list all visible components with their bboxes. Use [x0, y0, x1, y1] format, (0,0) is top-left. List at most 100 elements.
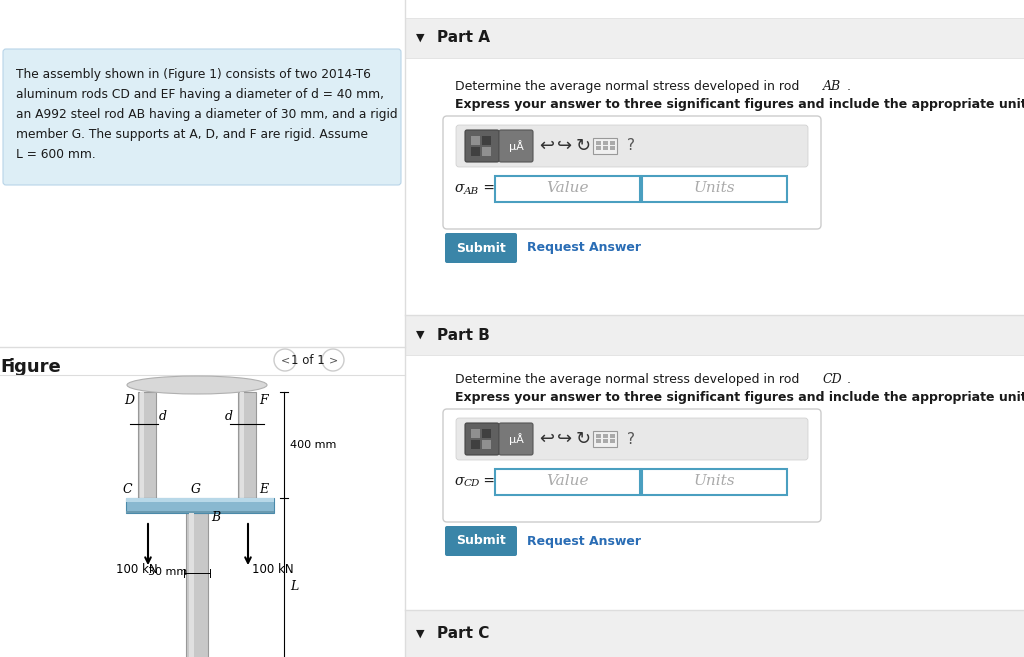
Text: .: .: [847, 80, 851, 93]
Text: >: >: [329, 355, 338, 365]
Text: μÅ: μÅ: [509, 433, 523, 445]
Bar: [596, 141, 601, 145]
Bar: [186, 513, 208, 657]
Bar: [593, 431, 617, 447]
Bar: [0, 0, 406, 657]
Text: Value: Value: [546, 474, 588, 488]
Text: Request Answer: Request Answer: [527, 242, 641, 254]
Bar: [138, 392, 156, 498]
Bar: [240, 392, 244, 498]
Bar: [406, 18, 1024, 58]
Bar: [471, 147, 480, 156]
Bar: [603, 439, 608, 443]
Circle shape: [274, 349, 296, 371]
FancyBboxPatch shape: [499, 423, 534, 455]
Text: L = 600 mm.: L = 600 mm.: [16, 148, 96, 161]
Text: F: F: [0, 358, 12, 376]
FancyBboxPatch shape: [443, 409, 821, 522]
Bar: [603, 434, 608, 438]
Bar: [610, 434, 615, 438]
Bar: [495, 176, 640, 202]
Text: ↻: ↻: [575, 430, 591, 448]
Bar: [238, 392, 256, 498]
Text: d: d: [159, 410, 167, 423]
Bar: [596, 434, 601, 438]
Text: F: F: [259, 394, 267, 407]
FancyBboxPatch shape: [465, 423, 499, 455]
Bar: [126, 511, 274, 513]
Text: AB: AB: [823, 80, 841, 93]
Text: Part C: Part C: [437, 627, 489, 641]
Text: ↻: ↻: [575, 137, 591, 155]
Text: μÅ: μÅ: [509, 140, 523, 152]
Bar: [610, 141, 615, 145]
Bar: [596, 439, 601, 443]
Text: σ: σ: [455, 181, 465, 195]
Text: ▼: ▼: [416, 330, 424, 340]
Bar: [593, 138, 617, 154]
Bar: [482, 440, 490, 449]
Bar: [126, 498, 274, 502]
Bar: [471, 136, 480, 145]
Text: CD: CD: [464, 480, 480, 489]
Text: 30 mm: 30 mm: [148, 567, 187, 577]
Bar: [482, 136, 490, 145]
FancyBboxPatch shape: [443, 116, 821, 229]
Text: d: d: [225, 410, 233, 423]
Text: Part A: Part A: [437, 30, 490, 45]
Text: Value: Value: [546, 181, 588, 195]
Text: ↪: ↪: [557, 430, 572, 448]
Text: CD: CD: [823, 373, 843, 386]
Bar: [596, 146, 601, 150]
FancyBboxPatch shape: [3, 49, 401, 185]
FancyBboxPatch shape: [499, 130, 534, 162]
Text: Request Answer: Request Answer: [527, 535, 641, 547]
Text: 400 mm: 400 mm: [290, 440, 336, 450]
Bar: [406, 0, 1024, 657]
Ellipse shape: [127, 376, 267, 394]
Text: ↩: ↩: [540, 137, 555, 155]
Text: Units: Units: [693, 181, 735, 195]
Text: 100 kN: 100 kN: [252, 563, 294, 576]
Text: The assembly shown in (Figure 1) consists of two 2014-T6: The assembly shown in (Figure 1) consist…: [16, 68, 371, 81]
Text: ↩: ↩: [540, 430, 555, 448]
Bar: [482, 429, 490, 438]
FancyBboxPatch shape: [456, 125, 808, 167]
Bar: [126, 498, 274, 513]
Text: =: =: [479, 181, 495, 195]
Bar: [610, 146, 615, 150]
Text: =: =: [479, 474, 495, 488]
Text: C: C: [123, 483, 133, 496]
Bar: [603, 141, 608, 145]
Text: 1 of 1: 1 of 1: [291, 353, 325, 367]
FancyBboxPatch shape: [465, 130, 499, 162]
Bar: [495, 469, 640, 495]
Text: ?: ?: [627, 432, 635, 447]
Circle shape: [322, 349, 344, 371]
Text: B: B: [211, 511, 220, 524]
Text: igure: igure: [9, 358, 61, 376]
Text: Determine the average normal stress developed in rod: Determine the average normal stress deve…: [455, 80, 804, 93]
Text: ?: ?: [627, 139, 635, 154]
Bar: [642, 469, 787, 495]
Bar: [471, 440, 480, 449]
Text: Determine the average normal stress developed in rod: Determine the average normal stress deve…: [455, 373, 804, 386]
Bar: [140, 392, 144, 498]
Bar: [189, 513, 194, 657]
Bar: [610, 439, 615, 443]
Text: ▼: ▼: [416, 629, 424, 639]
Text: Submit: Submit: [456, 535, 506, 547]
Text: 100 kN: 100 kN: [116, 563, 158, 576]
Text: G: G: [191, 483, 201, 496]
Text: Express your answer to three significant figures and include the appropriate uni: Express your answer to three significant…: [455, 98, 1024, 111]
Text: Part B: Part B: [437, 327, 489, 342]
FancyBboxPatch shape: [456, 418, 808, 460]
Text: an A992 steel rod AB having a diameter of 30 mm, and a rigid: an A992 steel rod AB having a diameter o…: [16, 108, 397, 121]
Bar: [603, 146, 608, 150]
Bar: [406, 610, 1024, 657]
Text: Express your answer to three significant figures and include the appropriate uni: Express your answer to three significant…: [455, 391, 1024, 404]
Bar: [406, 315, 1024, 355]
Text: σ: σ: [455, 474, 465, 488]
Bar: [642, 176, 787, 202]
Text: D: D: [124, 394, 134, 407]
